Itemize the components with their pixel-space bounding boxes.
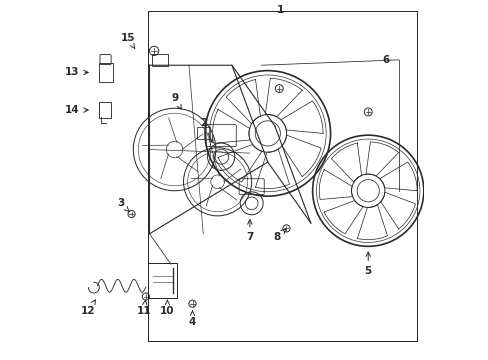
Text: 11: 11	[137, 300, 151, 316]
Text: 9: 9	[171, 93, 181, 109]
Text: 12: 12	[81, 300, 96, 316]
Text: 10: 10	[160, 300, 174, 316]
Text: 6: 6	[382, 55, 389, 65]
Text: 2: 2	[199, 118, 212, 143]
Text: 15: 15	[121, 33, 135, 49]
Text: 1: 1	[276, 5, 284, 15]
Text: 5: 5	[364, 252, 371, 276]
Text: 8: 8	[273, 229, 285, 242]
Text: 7: 7	[245, 220, 253, 242]
Text: 13: 13	[65, 67, 88, 77]
Text: 3: 3	[117, 198, 129, 212]
Text: 14: 14	[65, 105, 88, 115]
Text: 4: 4	[188, 311, 196, 327]
